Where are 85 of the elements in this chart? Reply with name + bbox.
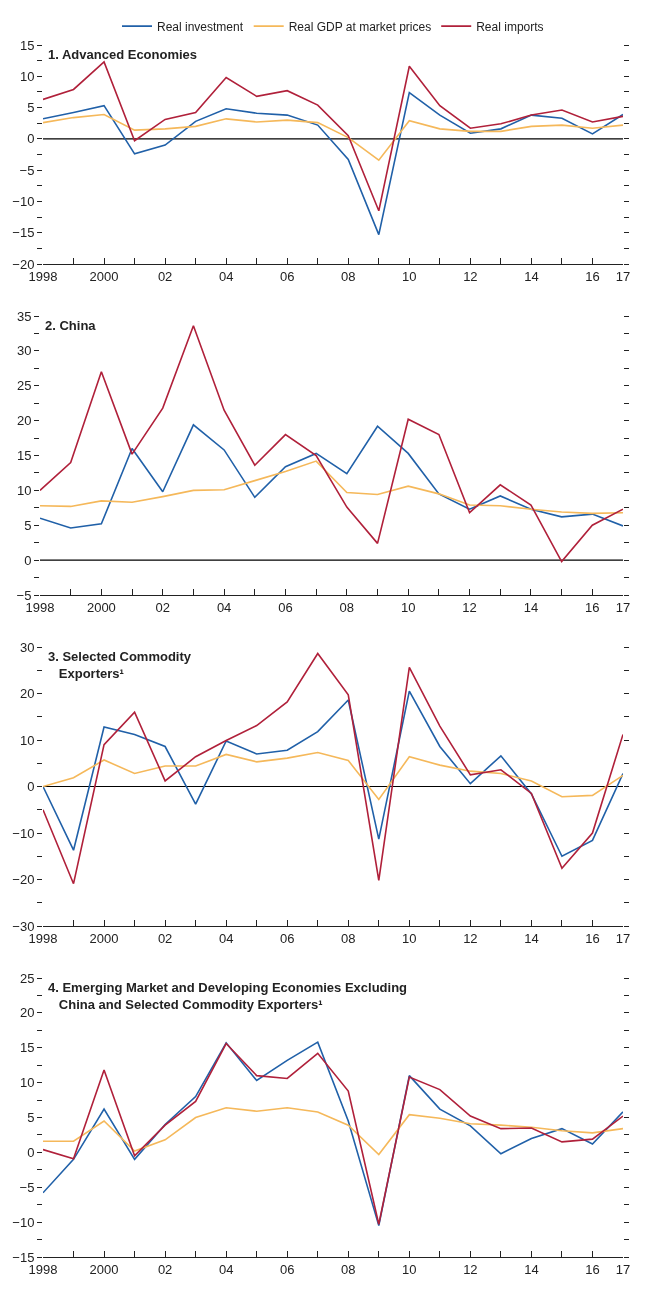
x-tick-label: 14 xyxy=(523,599,539,615)
x-tick-label: 14 xyxy=(524,1261,539,1277)
x-tick-label: 06 xyxy=(278,599,293,615)
y-tick-label: 0 xyxy=(27,779,35,795)
x-tick-label: 12 xyxy=(462,599,477,615)
y-tick-label: 10 xyxy=(16,482,32,498)
line-series xyxy=(43,113,623,161)
x-tick-label: 02 xyxy=(157,930,173,946)
x-tick-label: 16 xyxy=(585,1261,600,1277)
x-tick-label: 17 xyxy=(615,1261,631,1277)
y-tick-label: 30 xyxy=(19,639,35,655)
y-tick-label: −5 xyxy=(19,162,35,178)
y-tick-label: 0 xyxy=(27,1144,35,1160)
line-series xyxy=(43,91,623,236)
y-tick-label: −15 xyxy=(12,225,35,241)
y-tick-label: 25 xyxy=(19,970,35,986)
chart-title: 2. China xyxy=(45,318,97,333)
x-tick-label: 08 xyxy=(341,268,356,284)
x-tick-label: 16 xyxy=(585,930,600,946)
x-tick-label: 16 xyxy=(585,268,600,284)
y-tick-label: 15 xyxy=(19,1040,35,1056)
x-tick-label: 2000 xyxy=(89,930,119,946)
x-tick-label: 12 xyxy=(463,268,478,284)
y-tick-label: 5 xyxy=(27,1110,35,1126)
y-tick-label: 20 xyxy=(19,1005,35,1021)
line-series xyxy=(40,460,623,515)
line-series xyxy=(43,61,623,212)
x-tick-label: 12 xyxy=(463,1261,478,1277)
line-series xyxy=(43,1106,623,1156)
x-tick-label: 14 xyxy=(524,930,539,946)
x-tick-label: 2000 xyxy=(89,1261,119,1277)
x-tick-label: 2000 xyxy=(89,268,119,284)
x-tick-label: 10 xyxy=(402,930,417,946)
x-tick-label: 17 xyxy=(615,599,631,615)
y-tick-label: 20 xyxy=(19,686,35,702)
y-tick-label: 5 xyxy=(24,517,32,533)
x-tick-label: 16 xyxy=(585,599,600,615)
x-tick-label: 17 xyxy=(615,930,631,946)
x-tick-label: 08 xyxy=(341,1261,356,1277)
x-tick-label: 12 xyxy=(463,930,478,946)
x-tick-label: 02 xyxy=(157,268,173,284)
text: 3. Selected Commodity Exporters¹ xyxy=(48,649,192,681)
y-tick-label: −10 xyxy=(12,193,35,209)
line-series xyxy=(43,751,623,801)
y-tick-label: 10 xyxy=(19,732,35,748)
x-tick-label: 2000 xyxy=(86,599,116,615)
y-tick-label: 0 xyxy=(24,552,32,568)
x-tick-label: 04 xyxy=(218,1261,234,1277)
y-tick-label: 15 xyxy=(19,37,35,53)
x-tick-label: 06 xyxy=(279,268,295,284)
x-tick-label: 08 xyxy=(341,930,356,946)
x-tick-label: 08 xyxy=(339,599,355,615)
y-tick-label: 10 xyxy=(19,68,35,84)
line-series xyxy=(43,690,623,858)
y-tick-label: 30 xyxy=(16,343,32,359)
x-tick-label: 04 xyxy=(218,268,234,284)
legend-label: Real GDP at market prices xyxy=(288,19,432,34)
x-tick-label: 02 xyxy=(155,599,170,615)
x-tick-label: 06 xyxy=(279,930,295,946)
y-tick-label: 0 xyxy=(27,131,35,147)
text: 4. Emerging Market and Developing Economies Excluding China and Selected Commodity Exporters¹ xyxy=(48,980,408,1012)
x-tick-label: 04 xyxy=(218,930,234,946)
y-tick-label: −10 xyxy=(12,825,35,841)
y-tick-label: −10 xyxy=(12,1214,35,1230)
y-tick-label: 20 xyxy=(16,413,32,429)
x-tick-label: 17 xyxy=(615,268,631,284)
x-tick-label: 10 xyxy=(402,1261,417,1277)
chart-title: 1. Advanced Economies xyxy=(48,47,198,62)
x-tick-label: 02 xyxy=(157,1261,173,1277)
line-series xyxy=(40,424,623,529)
y-tick-label: 35 xyxy=(16,308,32,324)
x-tick-label: 14 xyxy=(524,268,539,284)
y-tick-label: 15 xyxy=(16,448,32,464)
y-tick-label: 10 xyxy=(19,1075,35,1091)
x-tick-label: 10 xyxy=(402,268,417,284)
legend-label: Real investment xyxy=(157,19,244,34)
y-tick-label: 5 xyxy=(27,100,35,116)
y-tick-label: −5 xyxy=(19,1179,35,1195)
y-tick-label: 25 xyxy=(16,378,32,394)
legend-label: Real imports xyxy=(476,19,544,34)
y-tick-label: −20 xyxy=(12,872,35,888)
line-series xyxy=(43,652,623,885)
x-tick-label: 04 xyxy=(216,599,232,615)
x-tick-label: 06 xyxy=(279,1261,295,1277)
x-tick-label: 10 xyxy=(400,599,416,615)
